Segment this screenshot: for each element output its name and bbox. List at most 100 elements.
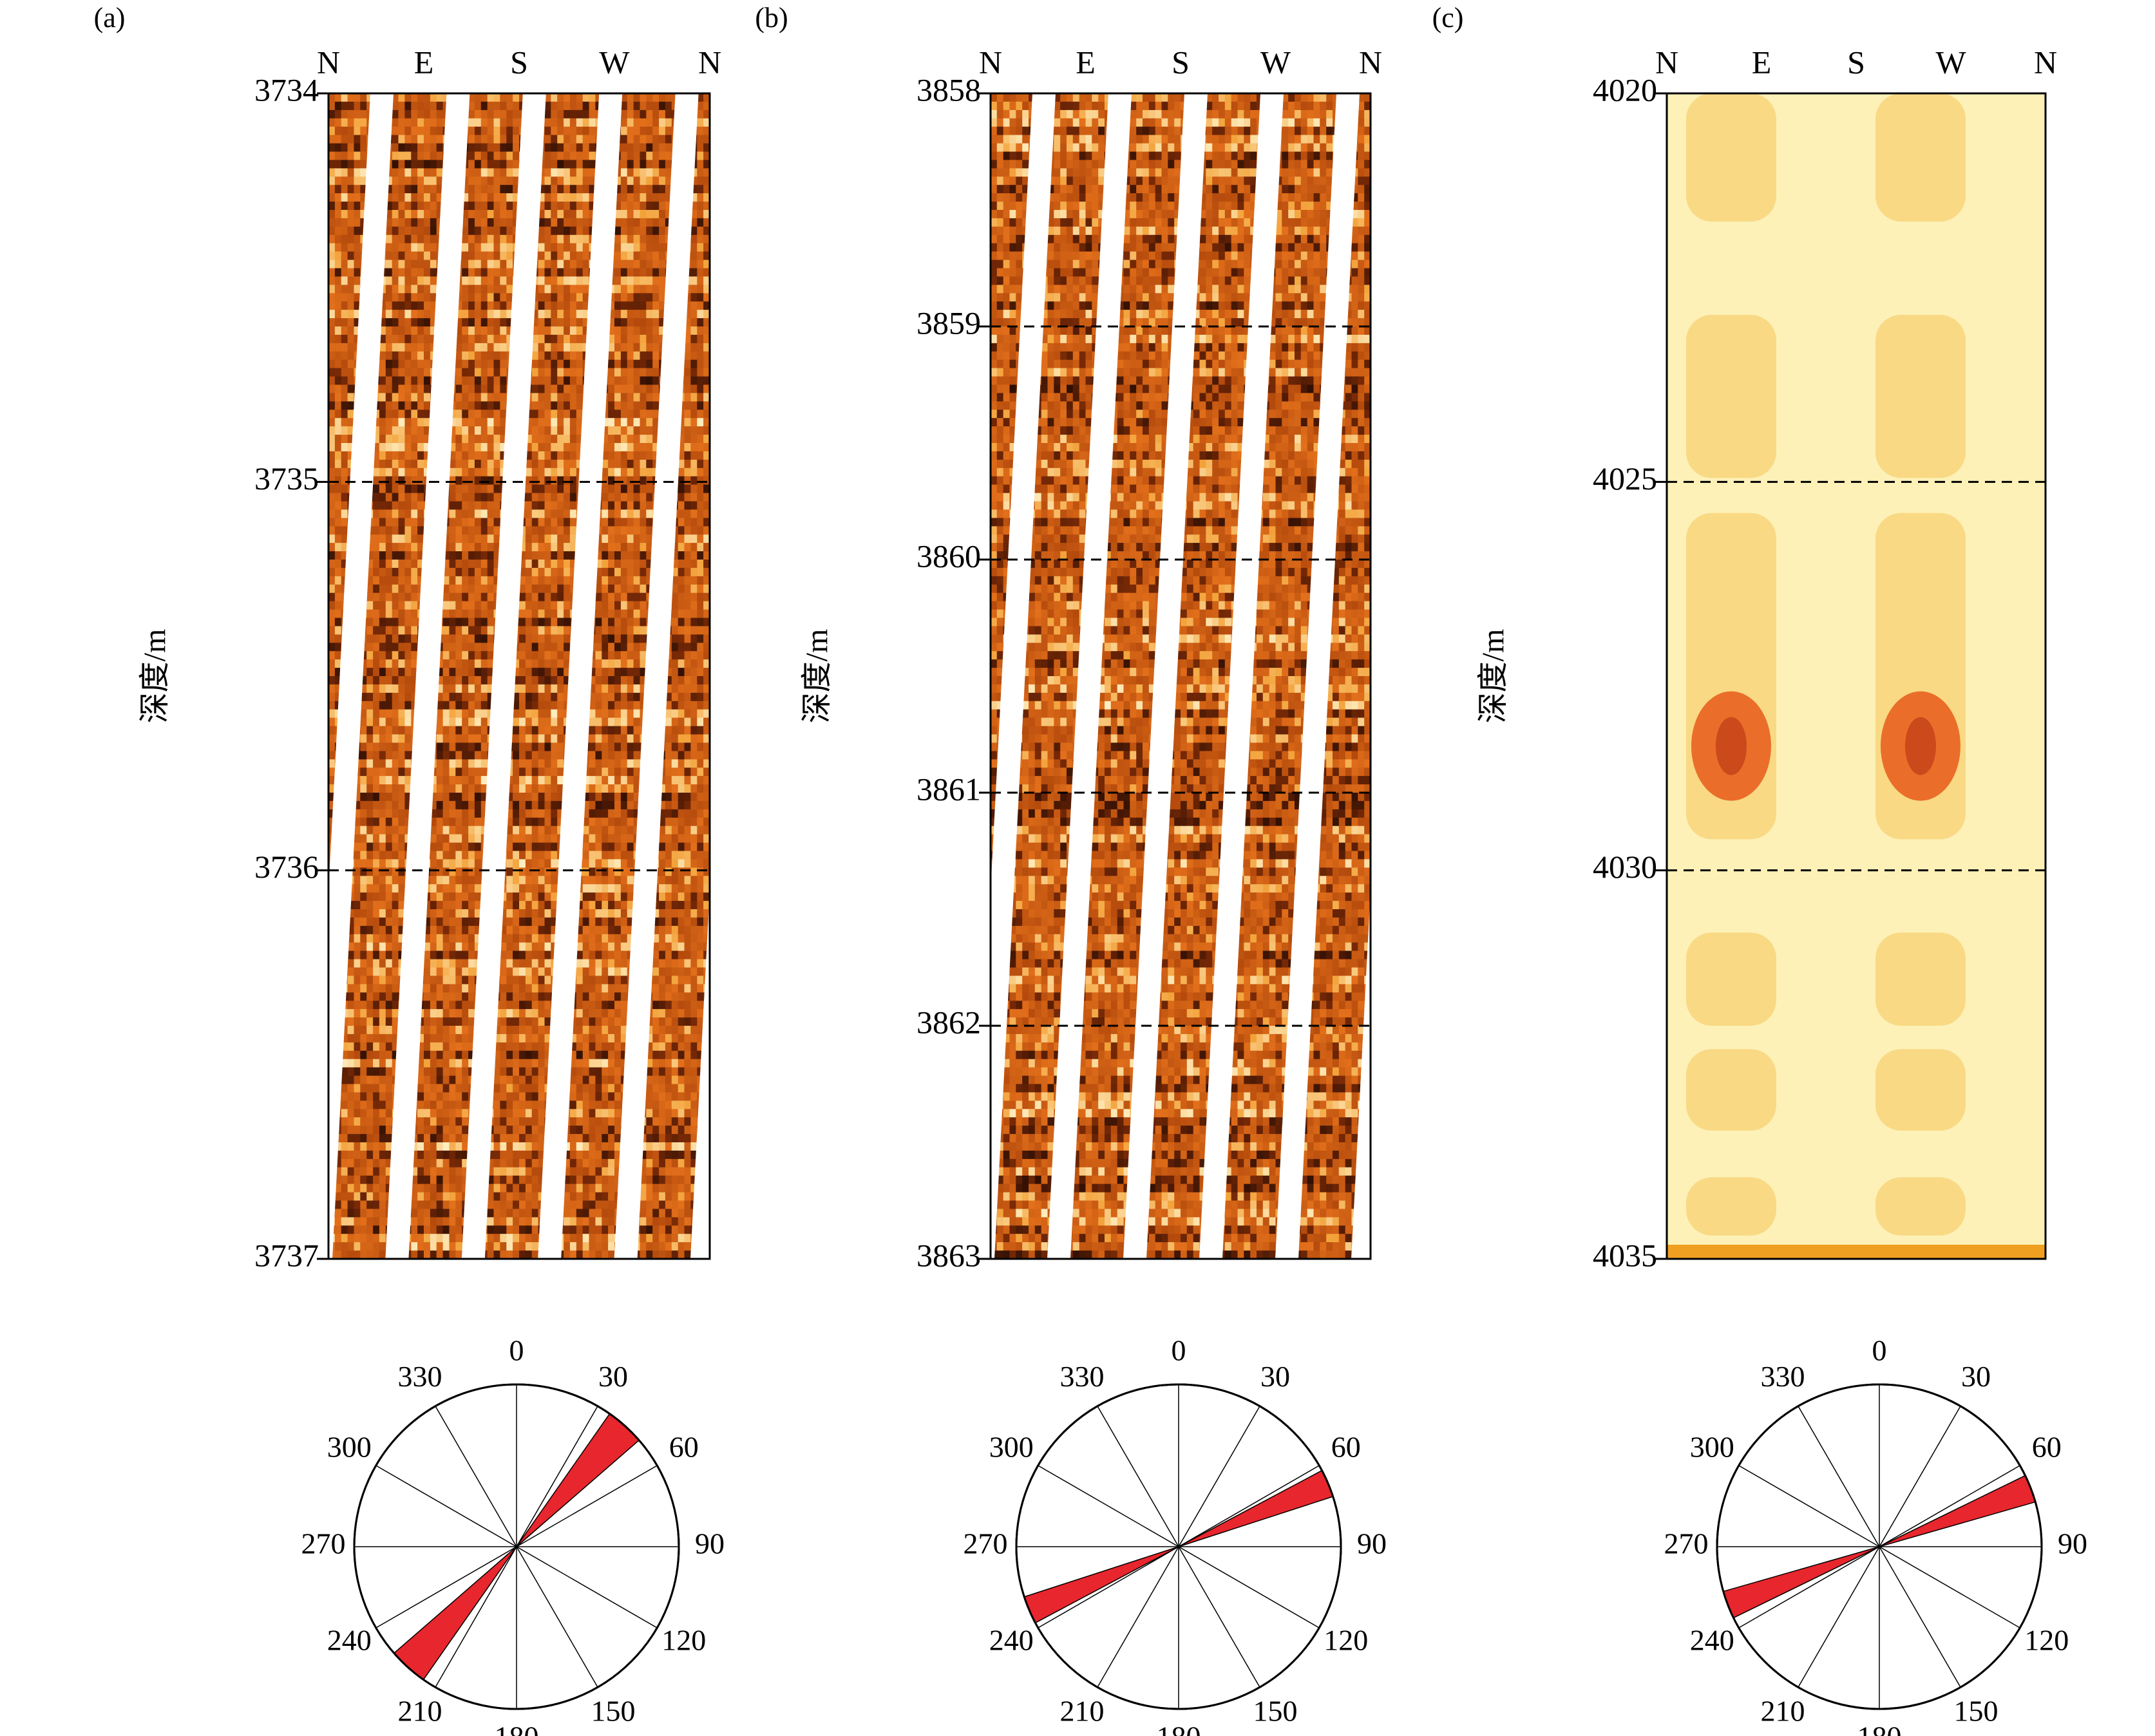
image-pixel — [551, 351, 558, 361]
image-pixel — [569, 126, 577, 136]
image-pixel — [544, 151, 552, 161]
image-pixel — [557, 518, 564, 527]
image-pixel — [531, 518, 539, 527]
image-pixel — [620, 684, 628, 693]
image-pixel — [334, 168, 342, 178]
image-pixel — [678, 701, 685, 710]
image-pixel — [602, 493, 609, 502]
image-pixel — [614, 684, 622, 693]
image-pixel — [544, 459, 552, 469]
image-pixel — [455, 476, 462, 486]
image-pixel — [690, 210, 698, 219]
image-pixel — [341, 343, 348, 352]
image-pixel — [684, 726, 692, 735]
image-pixel — [538, 592, 546, 602]
image-pixel — [551, 435, 558, 444]
image-pixel — [436, 176, 444, 185]
image-pixel — [385, 742, 393, 752]
image-pixel — [614, 601, 622, 610]
image-pixel — [474, 259, 482, 269]
image-pixel — [557, 618, 564, 627]
image-pixel — [646, 109, 653, 119]
image-pixel — [703, 526, 710, 535]
image-pixel — [392, 618, 399, 627]
image-pixel — [531, 467, 539, 477]
image-pixel — [487, 643, 495, 652]
image-pixel — [531, 768, 539, 777]
image-pixel — [341, 185, 348, 194]
image-pixel — [334, 626, 342, 636]
image-pixel — [544, 343, 552, 352]
image-pixel — [646, 93, 653, 102]
image-pixel — [398, 351, 406, 361]
image-pixel — [385, 218, 393, 227]
image-pixel — [404, 592, 412, 602]
image-pixel — [659, 168, 666, 178]
image-pixel — [398, 592, 406, 602]
image-pixel — [684, 601, 692, 610]
image-pixel — [334, 118, 342, 127]
image-pixel — [462, 692, 469, 702]
image-pixel — [697, 576, 704, 585]
image-pixel — [525, 634, 533, 644]
image-pixel — [334, 651, 342, 660]
image-pixel — [500, 443, 508, 452]
image-pixel — [487, 343, 495, 352]
image-pixel — [569, 560, 577, 569]
image-pixel — [697, 376, 704, 386]
image-pixel — [487, 634, 495, 644]
image-pixel — [569, 351, 577, 361]
image-pixel — [564, 135, 571, 144]
image-pixel — [690, 776, 698, 785]
image-pixel — [640, 343, 647, 352]
image-pixel — [595, 726, 603, 735]
image-pixel — [487, 285, 495, 294]
image-pixel — [602, 567, 609, 577]
image-pixel — [341, 160, 348, 169]
image-pixel — [373, 717, 380, 727]
image-pixel — [468, 684, 475, 693]
image-pixel — [564, 576, 571, 585]
image-pixel — [462, 626, 469, 636]
image-pixel — [398, 368, 406, 377]
image-pixel — [602, 592, 609, 602]
image-pixel — [385, 226, 393, 236]
image-pixel — [538, 243, 546, 252]
image-pixel — [665, 742, 672, 752]
image-pixel — [341, 551, 348, 560]
image-pixel — [398, 285, 406, 294]
image-pixel — [538, 318, 546, 327]
image-pixel — [462, 726, 469, 735]
image-pixel — [608, 384, 615, 394]
image-pixel — [506, 293, 513, 302]
image-pixel — [328, 501, 336, 511]
image-pixel — [627, 343, 634, 352]
image-pixel — [480, 118, 488, 127]
image-pixel — [551, 709, 558, 719]
image-pixel — [640, 168, 647, 178]
image-pixel — [652, 451, 660, 460]
image-pixel — [608, 567, 615, 577]
image-pixel — [487, 334, 495, 344]
image-pixel — [341, 268, 348, 278]
image-pixel — [633, 626, 641, 636]
image-pixel — [430, 243, 437, 252]
image-pixel — [392, 318, 399, 327]
image-pixel — [417, 393, 424, 402]
image-pixel — [633, 151, 641, 161]
image-pixel — [576, 185, 584, 194]
image-pixel — [468, 526, 475, 535]
image-pixel — [449, 776, 457, 785]
image-pixel — [652, 268, 660, 278]
image-pixel — [620, 343, 628, 352]
image-pixel — [684, 668, 692, 677]
image-pixel — [455, 676, 462, 685]
image-pixel — [334, 185, 342, 194]
image-pixel — [602, 518, 609, 527]
image-pixel — [678, 451, 685, 460]
image-pixel — [487, 293, 495, 302]
image-pixel — [608, 634, 615, 644]
image-pixel — [627, 126, 634, 136]
image-pixel — [678, 551, 685, 560]
image-pixel — [493, 543, 501, 552]
